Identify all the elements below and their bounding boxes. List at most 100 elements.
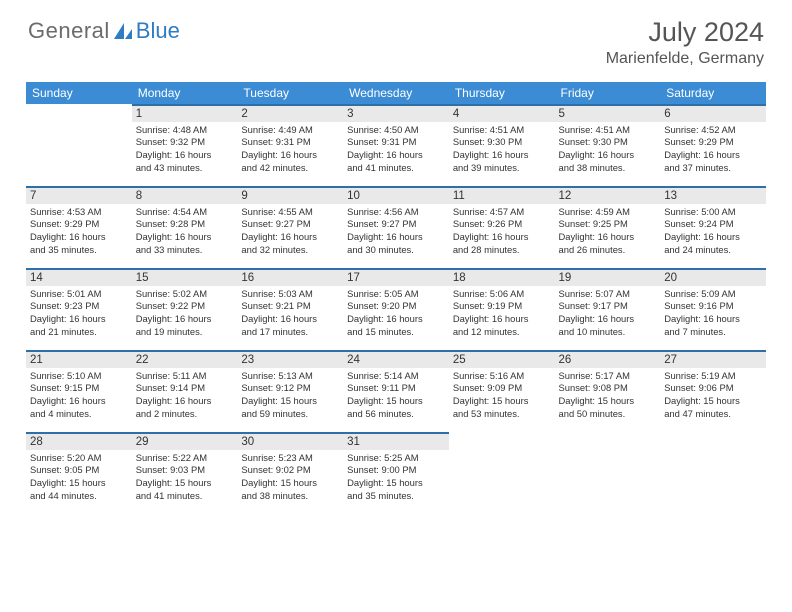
day-content: 9Sunrise: 4:55 AMSunset: 9:27 PMDaylight…: [237, 186, 343, 268]
sunrise-text: Sunrise: 5:17 AM: [559, 370, 657, 383]
sunrise-text: Sunrise: 5:06 AM: [453, 288, 551, 301]
sunrise-text: Sunrise: 5:22 AM: [136, 452, 234, 465]
weekday-header: Friday: [555, 82, 661, 104]
day-number: 15: [132, 268, 238, 286]
daylight-line1: Daylight: 15 hours: [453, 395, 551, 408]
sunrise-text: Sunrise: 5:10 AM: [30, 370, 128, 383]
day-content: 29Sunrise: 5:22 AMSunset: 9:03 PMDayligh…: [132, 432, 238, 514]
day-content: 16Sunrise: 5:03 AMSunset: 9:21 PMDayligh…: [237, 268, 343, 350]
sunrise-text: Sunrise: 4:48 AM: [136, 124, 234, 137]
calendar-container: Sunday Monday Tuesday Wednesday Thursday…: [0, 74, 792, 514]
calendar-day-cell: 3Sunrise: 4:50 AMSunset: 9:31 PMDaylight…: [343, 104, 449, 186]
sunrise-text: Sunrise: 5:01 AM: [30, 288, 128, 301]
weekday-header: Sunday: [26, 82, 132, 104]
daylight-line2: and 7 minutes.: [664, 326, 762, 339]
sunrise-text: Sunrise: 4:49 AM: [241, 124, 339, 137]
day-content: 15Sunrise: 5:02 AMSunset: 9:22 PMDayligh…: [132, 268, 238, 350]
sunrise-text: Sunrise: 4:51 AM: [453, 124, 551, 137]
sunset-text: Sunset: 9:31 PM: [347, 136, 445, 149]
daylight-line2: and 53 minutes.: [453, 408, 551, 421]
day-number: 25: [449, 350, 555, 368]
day-number: 20: [660, 268, 766, 286]
sunset-text: Sunset: 9:12 PM: [241, 382, 339, 395]
day-content: 13Sunrise: 5:00 AMSunset: 9:24 PMDayligh…: [660, 186, 766, 268]
daylight-line1: Daylight: 16 hours: [453, 231, 551, 244]
day-number: 18: [449, 268, 555, 286]
daylight-line2: and 42 minutes.: [241, 162, 339, 175]
daylight-line1: Daylight: 16 hours: [453, 313, 551, 326]
daylight-line1: Daylight: 15 hours: [136, 477, 234, 490]
sunset-text: Sunset: 9:16 PM: [664, 300, 762, 313]
daylight-line2: and 35 minutes.: [30, 244, 128, 257]
day-number: 23: [237, 350, 343, 368]
day-number: 21: [26, 350, 132, 368]
day-number: 6: [660, 104, 766, 122]
calendar-day-cell: 26Sunrise: 5:17 AMSunset: 9:08 PMDayligh…: [555, 350, 661, 432]
weekday-header: Saturday: [660, 82, 766, 104]
sunset-text: Sunset: 9:05 PM: [30, 464, 128, 477]
day-number: 28: [26, 432, 132, 450]
daylight-line1: Daylight: 16 hours: [30, 231, 128, 244]
calendar-day-cell: 12Sunrise: 4:59 AMSunset: 9:25 PMDayligh…: [555, 186, 661, 268]
daylight-line1: Daylight: 16 hours: [241, 149, 339, 162]
sunset-text: Sunset: 9:24 PM: [664, 218, 762, 231]
day-number: 22: [132, 350, 238, 368]
sunrise-text: Sunrise: 5:23 AM: [241, 452, 339, 465]
calendar-day-cell: 17Sunrise: 5:05 AMSunset: 9:20 PMDayligh…: [343, 268, 449, 350]
daylight-line2: and 38 minutes.: [241, 490, 339, 503]
logo-blue-group: Blue: [112, 18, 180, 44]
day-content: 18Sunrise: 5:06 AMSunset: 9:19 PMDayligh…: [449, 268, 555, 350]
logo-word-general: General: [28, 18, 110, 44]
calendar-day-cell: 27Sunrise: 5:19 AMSunset: 9:06 PMDayligh…: [660, 350, 766, 432]
sunrise-text: Sunrise: 4:50 AM: [347, 124, 445, 137]
calendar-day-cell: 8Sunrise: 4:54 AMSunset: 9:28 PMDaylight…: [132, 186, 238, 268]
day-content: 2Sunrise: 4:49 AMSunset: 9:31 PMDaylight…: [237, 104, 343, 186]
daylight-line2: and 59 minutes.: [241, 408, 339, 421]
calendar-day-cell: [555, 432, 661, 514]
day-content: 27Sunrise: 5:19 AMSunset: 9:06 PMDayligh…: [660, 350, 766, 432]
calendar-day-cell: 29Sunrise: 5:22 AMSunset: 9:03 PMDayligh…: [132, 432, 238, 514]
title-block: July 2024 Marienfelde, Germany: [606, 18, 764, 68]
sunrise-text: Sunrise: 5:02 AM: [136, 288, 234, 301]
daylight-line2: and 19 minutes.: [136, 326, 234, 339]
calendar-day-cell: 20Sunrise: 5:09 AMSunset: 9:16 PMDayligh…: [660, 268, 766, 350]
day-number: 26: [555, 350, 661, 368]
daylight-line2: and 50 minutes.: [559, 408, 657, 421]
sunrise-text: Sunrise: 5:25 AM: [347, 452, 445, 465]
sunset-text: Sunset: 9:30 PM: [559, 136, 657, 149]
daylight-line2: and 38 minutes.: [559, 162, 657, 175]
daylight-line1: Daylight: 16 hours: [664, 313, 762, 326]
calendar-day-cell: [660, 432, 766, 514]
day-content: 24Sunrise: 5:14 AMSunset: 9:11 PMDayligh…: [343, 350, 449, 432]
calendar-day-cell: 1Sunrise: 4:48 AMSunset: 9:32 PMDaylight…: [132, 104, 238, 186]
daylight-line2: and 17 minutes.: [241, 326, 339, 339]
daylight-line2: and 26 minutes.: [559, 244, 657, 257]
day-content: 1Sunrise: 4:48 AMSunset: 9:32 PMDaylight…: [132, 104, 238, 186]
day-content: 8Sunrise: 4:54 AMSunset: 9:28 PMDaylight…: [132, 186, 238, 268]
sunset-text: Sunset: 9:09 PM: [453, 382, 551, 395]
calendar-day-cell: 24Sunrise: 5:14 AMSunset: 9:11 PMDayligh…: [343, 350, 449, 432]
sunrise-text: Sunrise: 5:00 AM: [664, 206, 762, 219]
sunset-text: Sunset: 9:14 PM: [136, 382, 234, 395]
sunrise-text: Sunrise: 4:53 AM: [30, 206, 128, 219]
daylight-line1: Daylight: 15 hours: [347, 477, 445, 490]
sunrise-text: Sunrise: 4:51 AM: [559, 124, 657, 137]
daylight-line2: and 44 minutes.: [30, 490, 128, 503]
day-number: 5: [555, 104, 661, 122]
daylight-line1: Daylight: 16 hours: [559, 149, 657, 162]
sunrise-text: Sunrise: 5:05 AM: [347, 288, 445, 301]
calendar-day-cell: 2Sunrise: 4:49 AMSunset: 9:31 PMDaylight…: [237, 104, 343, 186]
sunset-text: Sunset: 9:25 PM: [559, 218, 657, 231]
day-number: 27: [660, 350, 766, 368]
day-number: 11: [449, 186, 555, 204]
calendar-day-cell: 30Sunrise: 5:23 AMSunset: 9:02 PMDayligh…: [237, 432, 343, 514]
day-content: 30Sunrise: 5:23 AMSunset: 9:02 PMDayligh…: [237, 432, 343, 514]
calendar-day-cell: 5 Sunrise: 4:51 AMSunset: 9:30 PMDaylight…: [555, 104, 661, 186]
sunset-text: Sunset: 9:21 PM: [241, 300, 339, 313]
sunrise-text: Sunrise: 5:13 AM: [241, 370, 339, 383]
calendar-day-cell: 10Sunrise: 4:56 AMSunset: 9:27 PMDayligh…: [343, 186, 449, 268]
calendar-day-cell: 25Sunrise: 5:16 AMSunset: 9:09 PMDayligh…: [449, 350, 555, 432]
day-number: 19: [555, 268, 661, 286]
daylight-line1: Daylight: 16 hours: [30, 313, 128, 326]
sunset-text: Sunset: 9:29 PM: [664, 136, 762, 149]
